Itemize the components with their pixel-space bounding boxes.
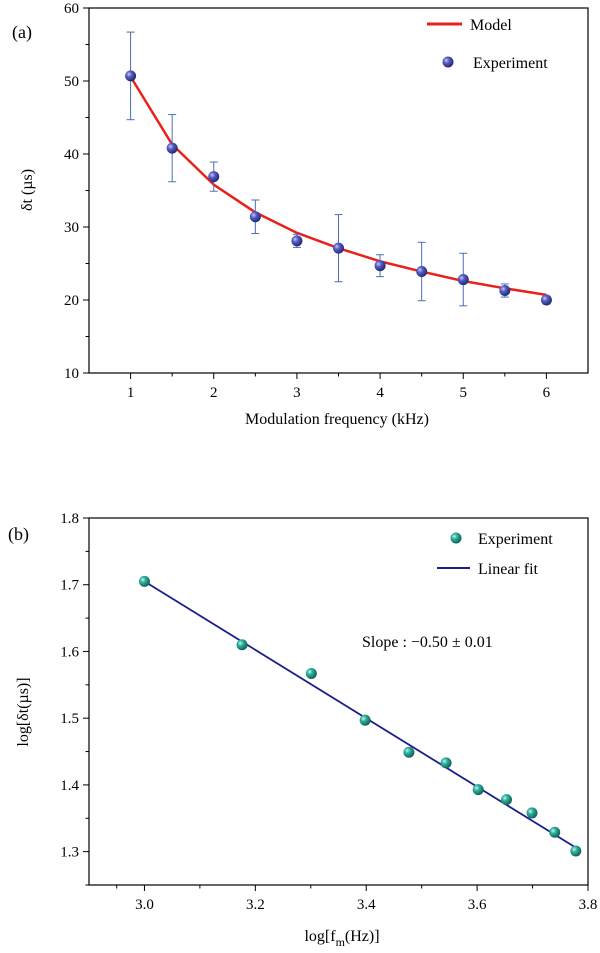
panel-a-xlabel: Modulation frequency (kHz) <box>245 411 429 428</box>
panel-a-data-point <box>416 266 427 277</box>
panel-b-ytick-label: 1.6 <box>60 644 79 660</box>
panel-a-xtick-label: 3 <box>293 385 301 401</box>
panel-b-ytick-label: 1.3 <box>60 845 79 861</box>
legend-experiment-label: Experiment <box>473 55 548 72</box>
panel-b-ytick-label: 1.8 <box>60 511 79 527</box>
panel-a-xtick-label: 4 <box>376 385 384 401</box>
panel-a-ytick-label: 40 <box>64 147 79 163</box>
panel-b-data-point <box>403 747 414 758</box>
panel-a-data-point <box>541 295 552 306</box>
panel-a-data-point <box>167 143 178 154</box>
panel-a-data-point <box>250 211 261 222</box>
panel-a-legend: Model Experiment <box>427 17 548 72</box>
panel-b-xlabel: log[fm(Hz)] <box>304 928 379 949</box>
panel-b-xtick-label: 3.0 <box>135 897 154 913</box>
legend-model-label: Model <box>470 17 512 34</box>
panel-a-ytick-label: 50 <box>64 74 79 90</box>
panel-b-ytick-label: 1.5 <box>60 711 79 727</box>
panel-b-xtick-label: 3.8 <box>579 897 598 913</box>
panel-b-data-point <box>441 757 452 768</box>
panel-b-linear-fit-line <box>144 581 575 847</box>
panel-b-data-point <box>549 827 560 838</box>
panel-a-xtick-label: 6 <box>543 385 551 401</box>
panel-a-data-point <box>458 274 469 285</box>
panel-b-xtick-label: 3.2 <box>246 897 265 913</box>
panel-a-data-point <box>333 243 344 254</box>
panel-b-data-point <box>139 576 150 587</box>
panel-b-data-point <box>473 784 484 795</box>
panel-a-label: (a) <box>12 22 32 43</box>
panel-a-xtick-label: 5 <box>460 385 468 401</box>
panel-b-xtick-label: 3.6 <box>468 897 487 913</box>
panel-a-ytick-label: 10 <box>64 366 79 382</box>
panel-b-label: (b) <box>8 524 29 545</box>
panel-a-data-point <box>125 70 136 81</box>
legend-b-experiment-marker <box>451 533 462 544</box>
panel-b-data-point <box>237 639 248 650</box>
panel-a-xtick-label: 2 <box>210 385 218 401</box>
panel-a-ylabel: δt (µs) <box>19 169 36 211</box>
panel-a-data-point <box>375 260 386 271</box>
panel-b-ylabel: log[δt(µs)] <box>15 677 32 746</box>
legend-b-experiment-label: Experiment <box>478 531 553 548</box>
panel-a-ytick-label: 20 <box>64 293 79 309</box>
panel-b-xtick-label: 3.4 <box>357 897 376 913</box>
panel-a-data-point <box>208 171 219 182</box>
panel-b-data-point <box>527 807 538 818</box>
panel-b-data-point <box>501 794 512 805</box>
panel-b-slope-annotation: Slope : −0.50 ± 0.01 <box>362 634 493 651</box>
panel-b-ytick-label: 1.4 <box>60 778 79 794</box>
panel-a-xtick-label: 1 <box>127 385 135 401</box>
panel-b-data-point <box>360 715 371 726</box>
panel-b-data-point <box>570 845 581 856</box>
legend-b-fit-label: Linear fit <box>478 561 539 578</box>
panel-a-ytick-label: 60 <box>64 1 79 17</box>
panel-a-data-point <box>291 235 302 246</box>
panel-a-ytick-label: 30 <box>64 220 79 236</box>
panel-b-legend: Experiment Linear fit <box>437 531 553 578</box>
panel-a-data-point <box>499 285 510 296</box>
legend-experiment-marker <box>443 57 454 68</box>
panel-b-data-point <box>306 668 317 679</box>
panel-b-ytick-label: 1.7 <box>60 578 79 594</box>
